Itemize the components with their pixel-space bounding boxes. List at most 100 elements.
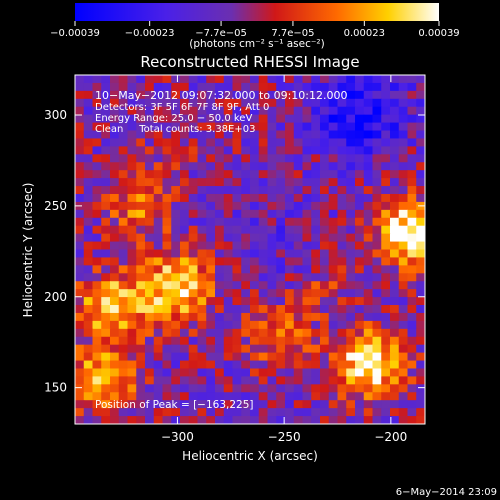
heatmap-cell: [250, 305, 260, 314]
heatmap-cell: [355, 114, 365, 124]
heatmap-cell: [110, 384, 120, 393]
heatmap-cell: [110, 376, 120, 385]
heatmap-cell: [223, 186, 234, 195]
heatmap-cell: [390, 178, 400, 187]
heatmap-cell: [267, 241, 277, 251]
heatmap-cell: [346, 416, 356, 424]
heatmap-cell: [197, 281, 207, 290]
heatmap-cell: [407, 400, 417, 409]
heatmap-cell: [407, 75, 417, 84]
heatmap-cell: [145, 170, 155, 179]
heatmap-cell: [250, 201, 260, 211]
heatmap-cell: [346, 146, 356, 155]
heatmap-cell: [241, 336, 251, 346]
heatmap-cell: [197, 289, 207, 298]
heatmap-cell: [363, 233, 374, 243]
heatmap-cell: [145, 201, 155, 211]
heatmap-cell: [83, 368, 94, 378]
heatmap-cell: [145, 122, 155, 132]
heatmap-cell: [328, 281, 339, 290]
heatmap-cell: [328, 178, 339, 187]
heatmap-cell: [258, 384, 269, 393]
heatmap-cell: [372, 273, 382, 282]
heatmap-cell: [145, 130, 155, 140]
heatmap-cell: [293, 249, 304, 259]
heatmap-cell: [372, 400, 382, 409]
heatmap-cell: [363, 281, 374, 290]
heatmap-cell: [75, 233, 85, 243]
heatmap-cell: [311, 281, 321, 290]
heatmap-cell: [372, 312, 382, 322]
heatmap-cell: [241, 305, 251, 314]
heatmap-cell: [250, 344, 260, 354]
heatmap-cell: [162, 98, 172, 108]
heatmap-cell: [250, 138, 260, 147]
heatmap-cell: [337, 162, 347, 171]
heatmap-cell: [215, 289, 225, 298]
heatmap-cell: [127, 138, 137, 147]
heatmap-cell: [363, 328, 374, 338]
heatmap-cell: [197, 225, 207, 235]
heatmap-cell: [363, 352, 374, 362]
heatmap-cell: [407, 193, 417, 203]
heatmap: [75, 75, 425, 424]
heatmap-cell: [320, 75, 330, 84]
heatmap-cell: [311, 82, 321, 92]
heatmap-cell: [153, 336, 164, 346]
heatmap-cell: [293, 360, 304, 370]
heatmap-cell: [232, 146, 242, 155]
heatmap-cell: [311, 162, 321, 171]
heatmap-cell: [153, 170, 164, 179]
heatmap-cell: [197, 170, 207, 179]
heatmap-cell: [206, 178, 216, 187]
heatmap-cell: [337, 130, 347, 140]
heatmap-cell: [372, 233, 382, 243]
heatmap-cell: [110, 90, 120, 100]
heatmap-cell: [320, 225, 330, 235]
heatmap-cell: [83, 186, 94, 195]
heatmap-cell: [285, 241, 295, 251]
heatmap-cell: [241, 328, 251, 338]
heatmap-cell: [398, 408, 409, 417]
heatmap-cell: [110, 201, 120, 211]
heatmap-cell: [390, 154, 400, 163]
heatmap-cell: [381, 146, 391, 155]
heatmap-cell: [180, 138, 190, 147]
heatmap-cell: [276, 265, 286, 274]
heatmap-cell: [302, 265, 312, 274]
heatmap-cell: [285, 384, 295, 393]
heatmap-cell: [355, 320, 365, 330]
heatmap-cell: [250, 352, 260, 362]
heatmap-cell: [118, 265, 129, 274]
heatmap-cell: [110, 273, 120, 282]
heatmap-cell: [416, 289, 425, 298]
heatmap-cell: [328, 82, 339, 92]
heatmap-cell: [153, 281, 164, 290]
heatmap-cell: [127, 162, 137, 171]
heatmap-cell: [92, 281, 102, 290]
heatmap-cell: [127, 90, 137, 100]
heatmap-cell: [416, 249, 425, 259]
heatmap-cell: [276, 162, 286, 171]
heatmap-cell: [215, 114, 225, 124]
heatmap-cell: [398, 376, 409, 385]
heatmap-cell: [162, 146, 172, 155]
heatmap-cell: [101, 98, 111, 108]
heatmap-cell: [127, 336, 137, 346]
heatmap-cell: [320, 320, 330, 330]
heatmap-cell: [337, 416, 347, 424]
heatmap-cell: [180, 98, 190, 108]
heatmap-cell: [127, 328, 137, 338]
heatmap-cell: [390, 170, 400, 179]
heatmap-cell: [101, 162, 111, 171]
heatmap-cell: [232, 305, 242, 314]
heatmap-cell: [302, 368, 312, 378]
heatmap-cell: [197, 90, 207, 100]
heatmap-cell: [346, 233, 356, 243]
heatmap-cell: [328, 360, 339, 370]
heatmap-cell: [92, 320, 102, 330]
heatmap-cell: [188, 416, 199, 424]
heatmap-cell: [320, 241, 330, 251]
heatmap-cell: [320, 400, 330, 409]
heatmap-cell: [241, 352, 251, 362]
